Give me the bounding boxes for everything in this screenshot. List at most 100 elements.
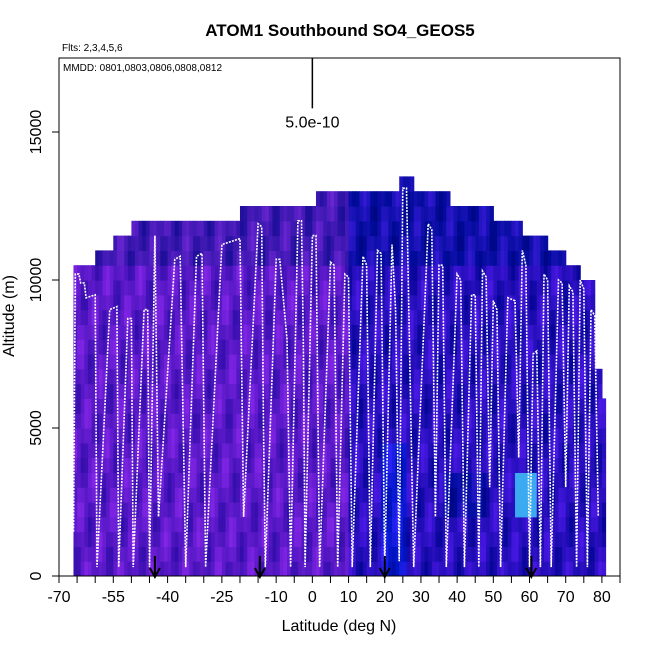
- heatmap-cell: [562, 294, 567, 311]
- heatmap-cell: [116, 235, 122, 251]
- heatmap-cell: [91, 280, 96, 296]
- heatmap-cell: [131, 220, 136, 237]
- heatmap-cell: [160, 354, 165, 370]
- heatmap-cell: [178, 324, 183, 340]
- heatmap-cell: [533, 309, 538, 325]
- heatmap-cell: [131, 294, 136, 311]
- heatmap-cell: [464, 368, 469, 385]
- chart-annotation: MMDD: 0801,0803,0806,0808,0812: [63, 63, 222, 74]
- heatmap-cell: [211, 220, 216, 237]
- heatmap-cell: [515, 428, 520, 444]
- heatmap-cell: [312, 398, 317, 414]
- heatmap-cell: [268, 280, 274, 296]
- heatmap-cell: [319, 250, 324, 266]
- heatmap-cell: [330, 309, 335, 325]
- heatmap-cell: [591, 398, 596, 414]
- heatmap-cell: [551, 472, 556, 488]
- heatmap-cell: [171, 339, 176, 355]
- heatmap-cell: [207, 383, 212, 399]
- heatmap-cell: [500, 220, 505, 237]
- heatmap-cell: [449, 250, 455, 266]
- heatmap-cell: [207, 280, 212, 296]
- heatmap-cell: [388, 413, 393, 429]
- heatmap-cell: [258, 398, 263, 414]
- heatmap-cell: [402, 324, 408, 340]
- heatmap-cell: [250, 280, 256, 296]
- heatmap-cell: [547, 383, 552, 399]
- heatmap-cell: [359, 516, 364, 533]
- heatmap-cell: [373, 531, 379, 547]
- heatmap-cell: [290, 354, 295, 370]
- heatmap-cell: [522, 546, 527, 562]
- heatmap-cell: [192, 457, 198, 473]
- heatmap-cell: [489, 502, 494, 518]
- heatmap-cell: [576, 265, 581, 281]
- heatmap-cell: [258, 294, 263, 311]
- heatmap-cell: [113, 354, 118, 370]
- heatmap-cell: [341, 235, 346, 251]
- heatmap-cell: [558, 398, 563, 414]
- heatmap-cell: [203, 265, 208, 281]
- heatmap-cell: [420, 442, 426, 459]
- heatmap-cell: [417, 339, 422, 355]
- heatmap-cell: [370, 206, 375, 222]
- heatmap-cell: [185, 428, 190, 444]
- heatmap-cell: [449, 546, 455, 562]
- heatmap-cell: [91, 309, 96, 325]
- heatmap-cell: [507, 294, 513, 311]
- heatmap-cell: [352, 250, 357, 266]
- heatmap-cell: [243, 309, 248, 325]
- heatmap-cell: [406, 531, 411, 547]
- heatmap-cell: [315, 280, 321, 296]
- heatmap-cell: [149, 339, 154, 355]
- heatmap-cell: [294, 516, 299, 533]
- heatmap-cell: [413, 206, 418, 222]
- heatmap-cell: [341, 413, 346, 429]
- heatmap-cell: [189, 280, 194, 296]
- heatmap-cell: [287, 309, 292, 325]
- heatmap-cell: [406, 235, 411, 251]
- heatmap-cell: [120, 250, 125, 266]
- heatmap-cell: [504, 309, 509, 325]
- heatmap-cell: [160, 339, 165, 355]
- heatmap-cell: [507, 220, 513, 237]
- heatmap-cell: [540, 324, 545, 340]
- heatmap-cell: [84, 487, 89, 503]
- heatmap-cell: [225, 398, 230, 414]
- heatmap-cell: [341, 280, 346, 296]
- heatmap-cell: [482, 472, 487, 488]
- heatmap-cell: [80, 502, 85, 518]
- heatmap-cell: [522, 294, 527, 311]
- heatmap-cell: [334, 472, 339, 488]
- heatmap-cell: [507, 457, 513, 473]
- heatmap-cell: [77, 472, 82, 488]
- heatmap-cell: [562, 516, 567, 533]
- heatmap-cell: [453, 339, 458, 355]
- heatmap-cell: [587, 324, 592, 340]
- heatmap-cell: [91, 531, 96, 547]
- heatmap-cell: [572, 324, 578, 340]
- heatmap-cell: [493, 339, 498, 355]
- heatmap-cell: [363, 398, 368, 414]
- heatmap-cell: [294, 339, 299, 355]
- heatmap-cell: [533, 294, 538, 311]
- heatmap-cell: [547, 354, 552, 370]
- heatmap-cell: [178, 398, 183, 414]
- heatmap-cell: [308, 472, 313, 488]
- heatmap-cell: [185, 472, 190, 488]
- heatmap-cell: [145, 561, 151, 576]
- heatmap-cell: [439, 383, 444, 399]
- heatmap-cell: [496, 398, 502, 414]
- heatmap-cell: [431, 280, 437, 296]
- heatmap-cell: [511, 457, 516, 473]
- heatmap-cell: [290, 368, 295, 385]
- heatmap-cell: [109, 280, 114, 296]
- heatmap-cell: [562, 442, 567, 459]
- heatmap-cell: [464, 280, 469, 296]
- heatmap-cell: [428, 324, 433, 340]
- heatmap-cell: [160, 265, 165, 281]
- heatmap-cell: [457, 516, 462, 533]
- heatmap-cell: [135, 250, 140, 266]
- heatmap-cell: [225, 368, 230, 385]
- heatmap-cell: [464, 561, 469, 576]
